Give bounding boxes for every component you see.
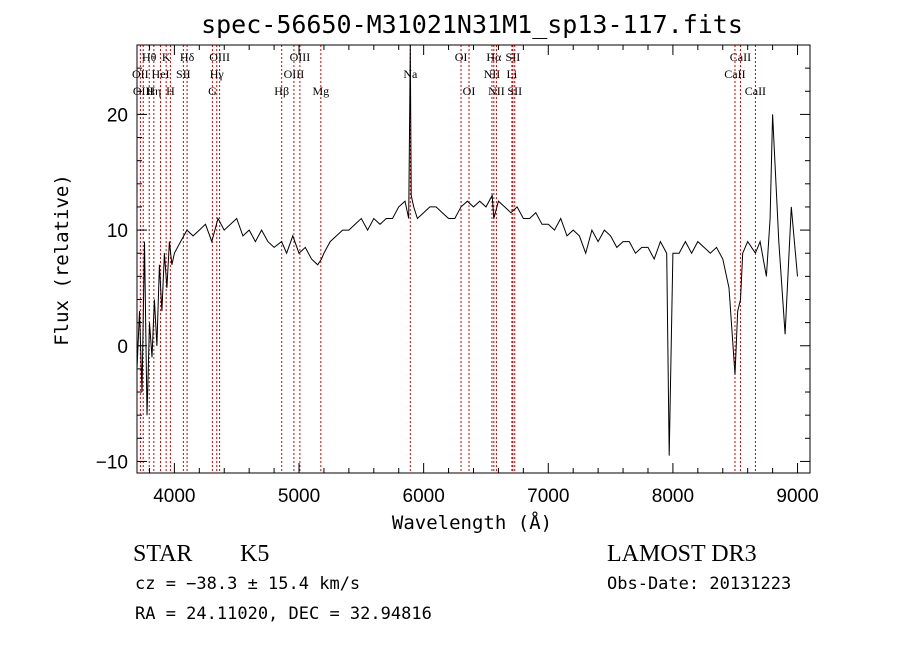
line-label: OIII [133, 84, 154, 98]
emission-line-markers [139, 45, 756, 473]
line-label: SII [506, 50, 521, 64]
ra-dec-coordinates: RA = 24.11020, DEC = 32.94816 [135, 604, 432, 624]
line-label: Hδ [180, 50, 195, 64]
line-label: Li [507, 67, 518, 81]
line-label: NII [488, 84, 505, 98]
line-label: OII [132, 67, 149, 81]
y-axis-label: Flux (relative) [51, 174, 73, 346]
line-label: OI [455, 50, 468, 64]
x-tick-label: 9000 [776, 486, 818, 507]
y-tick-label: 20 [107, 105, 128, 126]
line-label: Hη [146, 84, 161, 98]
y-axis-ticks: −10 0 10 20 [96, 67, 810, 473]
line-label: CaII [724, 67, 745, 81]
line-label: Mg [312, 84, 329, 98]
observation-date: Obs-Date: 20131223 [607, 574, 791, 594]
survey-name: LAMOST DR3 [607, 541, 757, 567]
line-label: SII [507, 84, 522, 98]
line-label: H [166, 84, 175, 98]
x-axis-ticks: 4000 5000 6000 7000 8000 9000 [148, 45, 819, 507]
redshift-velocity: cz = −38.3 ± 15.4 km/s [135, 574, 360, 594]
x-tick-label: 7000 [527, 486, 569, 507]
line-label: Hθ [142, 50, 157, 64]
line-label: HeI [152, 67, 170, 81]
line-label: OI [463, 84, 476, 98]
line-label: CaII [745, 84, 766, 98]
line-label: CaII [730, 50, 751, 64]
x-axis-label: Wavelength (Å) [392, 511, 552, 534]
line-label: Hγ [210, 67, 225, 81]
y-tick-label: −10 [96, 452, 128, 473]
line-label: G [208, 84, 217, 98]
plot-frame [136, 44, 811, 474]
x-tick-label: 4000 [153, 486, 195, 507]
x-tick-label: 5000 [278, 486, 320, 507]
x-tick-label: 6000 [403, 486, 445, 507]
object-class: STAR [133, 541, 192, 567]
line-label: K [162, 50, 171, 64]
chart-title: spec-56650-M31021N31M1_sp13-117.fits [201, 10, 743, 39]
line-label: OIII [209, 50, 230, 64]
y-tick-label: 0 [117, 337, 128, 358]
spectrum-series-line [136, 44, 798, 456]
object-subclass: K5 [240, 541, 269, 567]
line-label: OIII [290, 50, 311, 64]
line-label: Hα [486, 50, 502, 64]
y-tick-label: 10 [107, 221, 128, 242]
line-label: Hβ [274, 84, 289, 98]
x-tick-label: 8000 [652, 486, 694, 507]
line-label: OIII [284, 67, 305, 81]
line-label: SII [176, 67, 191, 81]
line-label: NII [484, 67, 501, 81]
